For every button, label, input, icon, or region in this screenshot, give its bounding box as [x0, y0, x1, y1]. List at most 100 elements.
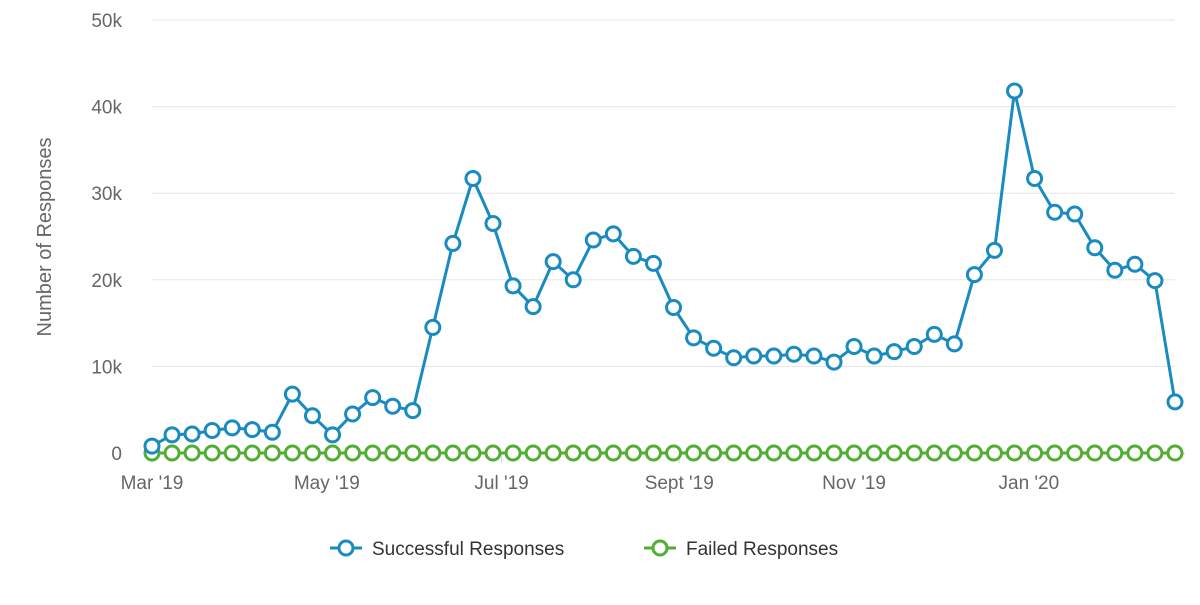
data-point[interactable]: [965, 266, 983, 284]
data-point[interactable]: [945, 335, 963, 353]
data-point[interactable]: [364, 444, 382, 462]
data-point[interactable]: [223, 444, 241, 462]
data-point[interactable]: [685, 329, 703, 347]
data-point[interactable]: [1146, 444, 1164, 462]
data-point[interactable]: [263, 444, 281, 462]
data-point[interactable]: [384, 444, 402, 462]
data-point[interactable]: [143, 437, 161, 455]
data-point[interactable]: [604, 225, 622, 243]
legend-item-failed-responses[interactable]: Failed Responses: [644, 539, 838, 560]
data-point[interactable]: [1026, 444, 1044, 462]
data-point[interactable]: [765, 444, 783, 462]
data-point[interactable]: [444, 444, 462, 462]
data-point[interactable]: [685, 444, 703, 462]
data-point[interactable]: [263, 423, 281, 441]
data-point[interactable]: [1006, 82, 1024, 100]
data-point[interactable]: [223, 419, 241, 437]
data-point[interactable]: [364, 389, 382, 407]
data-point[interactable]: [845, 337, 863, 355]
data-point[interactable]: [745, 444, 763, 462]
data-point[interactable]: [243, 421, 261, 439]
data-point[interactable]: [303, 407, 321, 425]
data-point[interactable]: [1166, 393, 1184, 411]
data-point[interactable]: [564, 444, 582, 462]
data-point[interactable]: [865, 347, 883, 365]
data-point[interactable]: [985, 444, 1003, 462]
data-point[interactable]: [945, 444, 963, 462]
data-point[interactable]: [384, 397, 402, 415]
data-point[interactable]: [584, 444, 602, 462]
data-point[interactable]: [1066, 444, 1084, 462]
data-point[interactable]: [283, 385, 301, 403]
legend-item-successful-responses[interactable]: Successful Responses: [330, 539, 564, 560]
data-point[interactable]: [344, 444, 362, 462]
data-point[interactable]: [283, 444, 301, 462]
data-point[interactable]: [1026, 169, 1044, 187]
data-point[interactable]: [324, 426, 342, 444]
data-point[interactable]: [725, 349, 743, 367]
data-point[interactable]: [203, 421, 221, 439]
data-point[interactable]: [404, 402, 422, 420]
data-point[interactable]: [504, 444, 522, 462]
data-point[interactable]: [905, 337, 923, 355]
data-point[interactable]: [424, 318, 442, 336]
data-point[interactable]: [544, 253, 562, 271]
data-point[interactable]: [805, 444, 823, 462]
data-point[interactable]: [324, 444, 342, 462]
data-point[interactable]: [624, 444, 642, 462]
data-point[interactable]: [1046, 203, 1064, 221]
data-point[interactable]: [885, 444, 903, 462]
data-point[interactable]: [544, 444, 562, 462]
data-point[interactable]: [444, 234, 462, 252]
data-point[interactable]: [1106, 261, 1124, 279]
data-point[interactable]: [1006, 444, 1024, 462]
data-point[interactable]: [484, 444, 502, 462]
data-point[interactable]: [203, 444, 221, 462]
data-point[interactable]: [1146, 272, 1164, 290]
data-point[interactable]: [1066, 205, 1084, 223]
data-point[interactable]: [644, 444, 662, 462]
data-point[interactable]: [524, 298, 542, 316]
data-point[interactable]: [705, 339, 723, 357]
data-point[interactable]: [404, 444, 422, 462]
data-point[interactable]: [183, 425, 201, 443]
data-point[interactable]: [1126, 255, 1144, 273]
data-point[interactable]: [905, 444, 923, 462]
data-point[interactable]: [524, 444, 542, 462]
data-point[interactable]: [624, 247, 642, 265]
data-point[interactable]: [464, 169, 482, 187]
data-point[interactable]: [865, 444, 883, 462]
data-point[interactable]: [1126, 444, 1144, 462]
data-point[interactable]: [825, 353, 843, 371]
data-point[interactable]: [163, 426, 181, 444]
data-point[interactable]: [1166, 444, 1184, 462]
data-point[interactable]: [1046, 444, 1064, 462]
data-point[interactable]: [464, 444, 482, 462]
data-point[interactable]: [303, 444, 321, 462]
data-point[interactable]: [484, 215, 502, 233]
data-point[interactable]: [725, 444, 743, 462]
data-point[interactable]: [183, 444, 201, 462]
data-point[interactable]: [665, 444, 683, 462]
data-point[interactable]: [845, 444, 863, 462]
data-point[interactable]: [785, 444, 803, 462]
data-point[interactable]: [965, 444, 983, 462]
data-point[interactable]: [584, 231, 602, 249]
data-point[interactable]: [805, 347, 823, 365]
data-point[interactable]: [825, 444, 843, 462]
data-point[interactable]: [985, 241, 1003, 259]
data-point[interactable]: [344, 405, 362, 423]
data-point[interactable]: [504, 277, 522, 295]
data-point[interactable]: [925, 325, 943, 343]
data-point[interactable]: [885, 343, 903, 361]
data-point[interactable]: [604, 444, 622, 462]
data-point[interactable]: [925, 444, 943, 462]
data-point[interactable]: [745, 347, 763, 365]
data-point[interactable]: [564, 271, 582, 289]
data-point[interactable]: [785, 345, 803, 363]
data-point[interactable]: [163, 444, 181, 462]
data-point[interactable]: [765, 347, 783, 365]
data-point[interactable]: [1086, 444, 1104, 462]
data-point[interactable]: [1106, 444, 1124, 462]
data-point[interactable]: [243, 444, 261, 462]
